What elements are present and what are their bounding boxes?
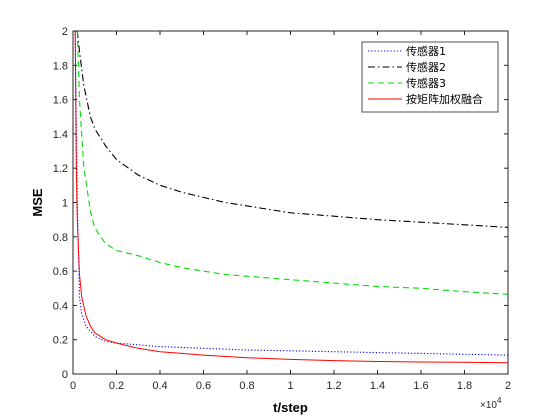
y-tick-label: 2: [62, 26, 68, 38]
x-multiplier: ×104: [480, 396, 502, 411]
x-tick-label: 2: [505, 380, 511, 392]
x-tick-label: 1.8: [457, 380, 472, 392]
y-tick-label: 0.8: [53, 232, 68, 244]
x-tick-label: 0.2: [109, 380, 124, 392]
x-multiplier-base: ×10: [480, 400, 497, 411]
x-tick-label: 1.6: [413, 380, 428, 392]
series-line-3: [76, 30, 509, 295]
legend-box: [361, 41, 499, 113]
x-tick-label: 1.2: [326, 380, 341, 392]
y-tick-label: 1.8: [53, 60, 68, 72]
x-tick-label: 0: [70, 380, 76, 392]
series-line-2: [76, 30, 509, 228]
y-tick-label: 0.2: [53, 335, 68, 347]
legend-label-2: 传感器2: [406, 61, 446, 74]
x-tick-label: 1.4: [370, 380, 385, 392]
tick-layer: 0 0.2 0.4 0.6 0.8 1 1.2 1.4 1.6 1.8 2 0 0.2 0.4 0.6 0.8…: [53, 26, 511, 392]
legend-label-1: 传感器1: [406, 45, 446, 58]
series-layer: [74, 30, 509, 364]
legend-label-4: 按矩阵加权融合: [406, 92, 483, 106]
y-tick-label: 1.4: [53, 129, 68, 141]
y-tick-label: 0: [62, 369, 68, 381]
legend: 传感器1 传感器2 传感器3 按矩阵加权融合: [361, 41, 499, 113]
x-tick-label: 0.6: [196, 380, 211, 392]
y-tick-label: 1.2: [53, 163, 68, 175]
y-tick-label: 0.6: [53, 266, 68, 278]
y-tick-label: 1.6: [53, 95, 68, 107]
legend-label-3: 传感器3: [406, 77, 446, 90]
x-tick-label: 0.8: [239, 380, 254, 392]
x-tick-label: 0.4: [152, 380, 167, 392]
y-tick-label: 1: [62, 198, 68, 210]
x-tick-label: 1: [287, 380, 293, 392]
x-multiplier-exponent: 4: [497, 396, 502, 405]
y-axis-label: MSE: [30, 188, 45, 217]
y-tick-label: 0.4: [53, 300, 68, 312]
x-axis-label: t/step: [273, 400, 308, 415]
series-line-4: [74, 30, 509, 364]
